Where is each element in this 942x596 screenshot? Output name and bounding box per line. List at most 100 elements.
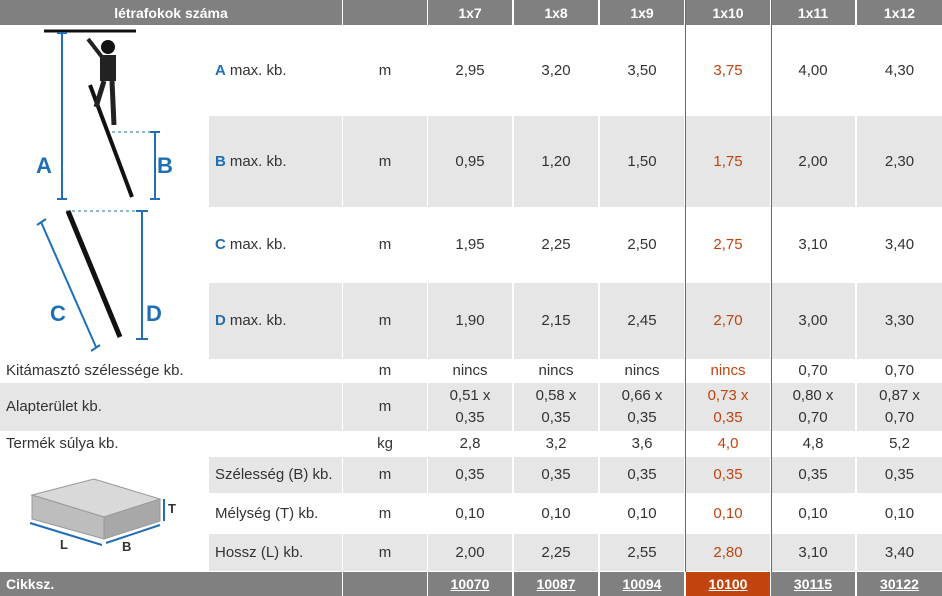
header-size: 1x9	[600, 0, 684, 25]
ladder-value-text: 1,75	[713, 152, 743, 170]
spec-row-unit-text: m	[378, 398, 392, 415]
ladder-value: 2,50	[600, 207, 684, 283]
header-size: 1x10	[686, 0, 770, 25]
ladder-value: 1,20	[514, 116, 598, 207]
package-diagram: T L B	[4, 457, 204, 571]
highlight-column-border	[771, 0, 772, 572]
spec-value: nincs	[600, 359, 684, 382]
ladder-value-text: 2,25	[541, 236, 571, 253]
spec-row-label: Alapterület kb.	[0, 383, 342, 431]
article-code-link[interactable]: 30122	[857, 572, 942, 596]
pack-value: 2,00	[428, 534, 512, 571]
ladder-value-text: 3,30	[884, 312, 915, 329]
ladder-value: 1,90	[428, 283, 512, 359]
pack-value: 0,10	[857, 494, 942, 533]
ladder-row-unit: m	[343, 116, 427, 207]
footer-label: Cikksz.	[0, 572, 342, 596]
ladder-value: 3,20	[514, 25, 598, 116]
spec-value: 0,51 x 0,35	[428, 383, 512, 431]
pack-row-label-text: Mélység (T) kb.	[215, 504, 319, 522]
ladder-value-text: 0,95	[455, 152, 485, 170]
ladder-value-text: 1,95	[455, 236, 485, 253]
box-letter-t: T	[168, 501, 176, 516]
pack-value-text: 0,10	[798, 504, 828, 522]
ladder-value: 2,15	[514, 283, 598, 359]
article-code-text: 30122	[880, 576, 919, 592]
article-code-link[interactable]: 10100	[686, 572, 770, 596]
spec-value-text: 3,2	[545, 434, 567, 452]
spec-value-line: 0,70	[884, 409, 915, 426]
pack-value: 0,35	[771, 457, 855, 493]
pack-row-unit: m	[343, 534, 427, 571]
article-code-text: 10087	[536, 576, 576, 592]
pack-row-label-text: Hossz (L) kb.	[215, 543, 304, 561]
pack-row-label: Szélesség (B) kb.	[209, 457, 342, 493]
ladder-value: 1,95	[428, 207, 512, 283]
ladder-row-text: max. kb.	[229, 61, 287, 79]
pack-row-label-text: Szélesség (B) kb.	[215, 466, 333, 483]
spec-value-text: nincs	[452, 361, 488, 379]
spec-value: 0,70	[857, 359, 942, 382]
ladder-value-text: 4,30	[884, 61, 915, 79]
spec-value: 4,0	[686, 431, 770, 456]
pack-value: 0,10	[514, 494, 598, 533]
pack-value-text: 3,10	[798, 543, 828, 561]
spec-row-label: Termék súlya kb.	[0, 431, 342, 456]
spec-row-unit: m	[343, 383, 427, 431]
ladder-value: 2,25	[514, 207, 598, 283]
pack-value: 0,35	[514, 457, 598, 493]
diagram-letter-c: C	[50, 301, 66, 326]
spec-value: 0,58 x 0,35	[514, 383, 598, 431]
spec-value-line: 0,73 x	[707, 387, 749, 404]
pack-value: 0,35	[428, 457, 512, 493]
pack-value: 0,35	[600, 457, 684, 493]
spec-value: 2,8	[428, 431, 512, 456]
spec-value: 0,80 x 0,70	[771, 383, 855, 431]
pack-value: 0,10	[600, 494, 684, 533]
article-code-link[interactable]: 10087	[514, 572, 598, 596]
spec-value: 0,70	[771, 359, 855, 382]
ladder-value: 2,30	[857, 116, 942, 207]
spec-value-line: 0,35	[627, 409, 657, 426]
header-size: 1x12	[857, 0, 942, 25]
pack-row-unit: m	[343, 494, 427, 533]
article-code-link[interactable]: 10070	[428, 572, 512, 596]
header-size-text: 1x9	[630, 4, 654, 21]
spec-value: 0,73 x 0,35	[686, 383, 770, 431]
ladder-value: 2,70	[686, 283, 770, 359]
article-code-text: 10094	[622, 576, 662, 592]
spec-value-line: 0,35	[455, 409, 485, 426]
footer-unit-cell	[343, 572, 427, 596]
ladder-value-text: 2,00	[798, 152, 828, 170]
spec-value-text: nincs	[538, 361, 574, 379]
article-code-link[interactable]: 30115	[771, 572, 855, 596]
spec-value-text: nincs	[710, 361, 746, 379]
header-size-text: 1x12	[883, 4, 916, 21]
spec-row-unit: kg	[343, 431, 427, 456]
pack-value-text: 0,35	[884, 466, 915, 483]
ladder-row-letter: B	[215, 152, 226, 170]
article-code-link[interactable]: 10094	[600, 572, 684, 596]
spec-value-text: 0,70	[884, 361, 915, 379]
spec-value: 5,2	[857, 431, 942, 456]
spec-value-line: 0,58 x	[535, 387, 577, 404]
ladder-value-text: 2,70	[713, 312, 743, 329]
ladder-value: 3,10	[771, 207, 855, 283]
spec-value: 3,6	[600, 431, 684, 456]
ladder-value-text: 2,75	[713, 236, 743, 253]
ladder-value-text: 3,75	[713, 61, 743, 79]
pack-value-text: 2,00	[455, 543, 485, 561]
pack-value: 0,10	[771, 494, 855, 533]
spec-row-unit: m	[343, 359, 427, 382]
spec-value-line: 0,66 x	[621, 387, 663, 404]
pack-value: 3,10	[771, 534, 855, 571]
ladder-value: 3,00	[771, 283, 855, 359]
pack-value-text: 3,40	[884, 543, 915, 561]
spec-row-label-text: Termék súlya kb.	[6, 434, 119, 452]
pack-value-text: 0,10	[455, 504, 485, 522]
ladder-value-text: 2,15	[541, 312, 571, 329]
header-size-text: 1x11	[797, 4, 829, 21]
